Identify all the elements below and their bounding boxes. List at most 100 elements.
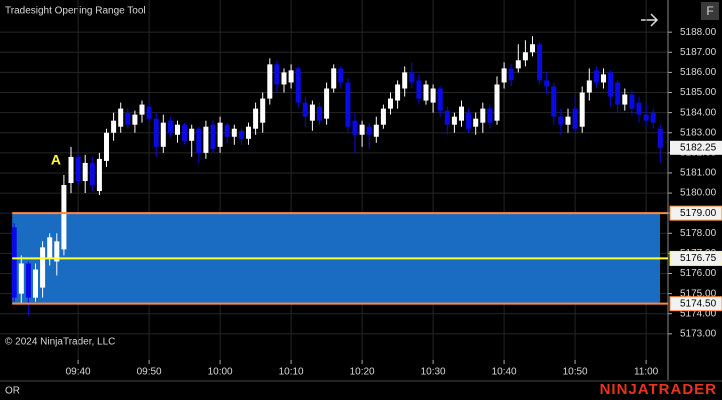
candle-body	[558, 116, 564, 125]
candle-body	[189, 128, 195, 141]
candle-body	[33, 269, 38, 298]
candle-body	[608, 72, 614, 97]
level-marker	[669, 205, 722, 221]
candle-body	[324, 88, 330, 119]
y-tick-label: 5173.00	[680, 328, 717, 339]
candle-body	[402, 72, 408, 89]
candle-body	[352, 120, 358, 135]
candle-body	[487, 108, 493, 123]
candle-body	[75, 156, 81, 182]
y-tick-label: 5174.00	[680, 308, 717, 319]
x-tick-label: 10:50	[563, 367, 588, 378]
candle-body	[295, 68, 301, 103]
candle-body	[54, 241, 60, 262]
y-tick-label: 5178.00	[680, 228, 717, 239]
f-button-label[interactable]: F	[706, 4, 713, 18]
candle-body	[515, 60, 521, 69]
candle-body	[650, 112, 656, 123]
y-tick-label: 5187.00	[680, 47, 717, 58]
candle-body	[47, 237, 53, 258]
candle-body	[317, 106, 322, 121]
candle-body	[246, 126, 251, 139]
candle-body	[89, 162, 95, 186]
x-tick-label: 10:30	[421, 367, 446, 378]
candle-body	[175, 124, 180, 135]
candle-body	[345, 82, 351, 127]
candle-body	[380, 108, 386, 125]
candle-body	[40, 247, 46, 288]
candle-body	[437, 88, 443, 111]
x-tick-label: 09:50	[137, 367, 162, 378]
candle-body	[636, 102, 642, 115]
candle-body	[572, 108, 578, 129]
candle-body	[530, 44, 535, 53]
candle-body	[331, 68, 337, 89]
last-price-label: 5182.25	[680, 142, 717, 153]
candle-body	[430, 88, 436, 103]
candle-body	[253, 108, 259, 129]
y-tick-label: 5184.00	[680, 107, 717, 118]
candle-body	[579, 92, 585, 127]
arrow-icon[interactable]	[641, 13, 659, 27]
y-tick-label: 5185.00	[680, 87, 717, 98]
candle-body	[104, 132, 109, 161]
candle-body	[167, 120, 173, 133]
candle-body	[224, 124, 230, 137]
candle-body	[480, 108, 486, 123]
candle-body	[139, 104, 145, 115]
candle-body	[61, 185, 67, 250]
candle-body	[288, 70, 294, 83]
candle-body	[260, 98, 266, 123]
candle-body	[416, 80, 422, 99]
y-tick-label: 5181.00	[680, 168, 717, 179]
candle-body	[388, 98, 393, 109]
candle-body	[18, 263, 24, 294]
candle-body	[160, 122, 166, 147]
candle-body	[125, 112, 131, 125]
annotation: A	[51, 152, 61, 168]
x-tick-label: 10:00	[208, 367, 233, 378]
footer-left: OR	[5, 386, 20, 397]
y-tick-label: 5188.00	[680, 27, 717, 38]
level-label: 5176.75	[680, 253, 717, 264]
candle-body	[309, 104, 315, 121]
candle-body	[68, 156, 74, 184]
candle-body	[118, 108, 124, 127]
candle-body	[217, 122, 223, 147]
candle-body	[210, 124, 216, 149]
candle-body	[423, 84, 429, 101]
candle-body	[473, 118, 479, 127]
candle-body	[111, 120, 117, 133]
candle-body	[231, 128, 237, 137]
y-tick-label: 5175.00	[680, 288, 717, 299]
candle-body	[622, 94, 628, 105]
last-price-marker	[670, 140, 722, 155]
candle-body	[196, 128, 202, 153]
chart-title: Tradesight Opening Range Tool	[5, 6, 146, 17]
candle-body	[11, 227, 17, 298]
candle-body	[395, 84, 401, 101]
candle-body	[25, 263, 31, 298]
candle-body	[132, 114, 138, 125]
candle-body	[522, 52, 528, 61]
candle-body	[459, 106, 464, 121]
f-button[interactable]	[701, 2, 719, 20]
candle-body	[82, 162, 88, 182]
x-tick-label: 10:20	[350, 367, 375, 378]
candle-body	[466, 112, 472, 129]
plot: 5173.005174.005175.005176.005177.005178.…	[0, 0, 722, 380]
y-tick-label: 5180.00	[680, 188, 717, 199]
level-label: 5174.50	[680, 298, 717, 309]
candle-body	[366, 126, 372, 135]
level-marker	[669, 296, 722, 312]
y-tick-label: 5176.00	[680, 268, 717, 279]
candle-body	[629, 94, 635, 109]
candle-body	[615, 82, 621, 105]
candle-body	[494, 84, 500, 121]
candle-body	[267, 64, 273, 99]
candle-body	[302, 102, 308, 117]
candle-body	[551, 86, 557, 117]
level-marker	[669, 250, 722, 266]
x-tick-label: 10:40	[492, 367, 517, 378]
